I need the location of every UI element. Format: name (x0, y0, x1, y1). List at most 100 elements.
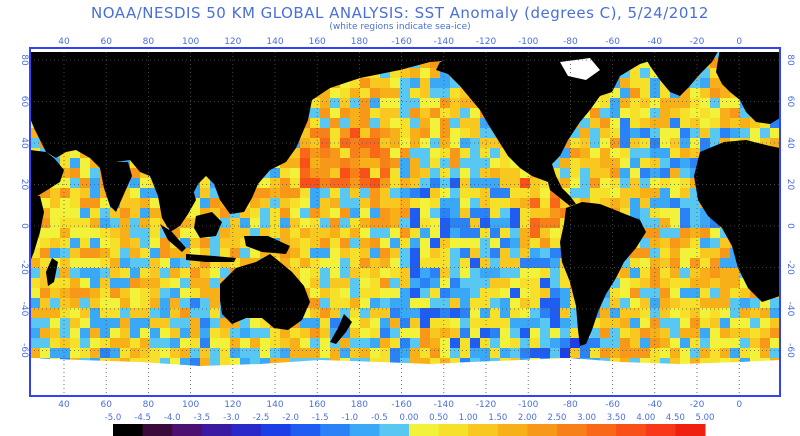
legend-label: 2.00 (518, 413, 537, 423)
legend-swatch (616, 424, 647, 436)
map-frame (29, 47, 781, 397)
lat-label-left: -60 (19, 343, 29, 358)
lat-label-right: 0 (785, 223, 795, 229)
legend-label: -3.0 (223, 413, 240, 423)
lon-label-top: 60 (100, 37, 112, 47)
legend-label: -0.5 (371, 413, 388, 423)
land-new-guinea (244, 236, 290, 254)
legend-swatch (438, 424, 469, 436)
lon-label-top: -120 (476, 37, 497, 47)
legend-swatch (290, 424, 321, 436)
land-east-africa (30, 196, 44, 262)
land-philippines (228, 190, 242, 214)
land-indochina (160, 176, 196, 232)
lon-label-bottom: -100 (518, 400, 539, 410)
ice-antarctic-shelf-left (30, 380, 330, 396)
land-australia (220, 254, 310, 330)
map-title: NOAA/NESDIS 50 KM GLOBAL ANALYSIS: SST A… (91, 4, 709, 22)
longitude-labels-top: 40 60 80 100 120 140 160 180 -160 -140 -120 -100 -80… (58, 37, 742, 47)
lon-label-bottom: -160 (391, 400, 412, 410)
legend-label: -2.5 (253, 413, 270, 423)
lon-label-bottom: 160 (309, 400, 326, 410)
land-madagascar (46, 258, 58, 286)
legend-label: 0.50 (429, 413, 448, 423)
lon-label-top: 140 (266, 37, 283, 47)
legend-swatch (261, 424, 292, 436)
lat-label-left: 80 (19, 54, 29, 66)
latitude-labels-left: 80 60 40 20 0 -20 -40 -60 (19, 54, 29, 358)
lon-label-top: -100 (518, 37, 539, 47)
legend-label: 4.00 (636, 413, 655, 423)
lon-label-top: -40 (647, 37, 662, 47)
lat-label-left: 40 (19, 137, 29, 149)
land-greenland (640, 48, 720, 96)
legend-label: -4.0 (164, 413, 181, 423)
legend-label: 1.50 (488, 413, 507, 423)
lat-label-right: 60 (785, 96, 795, 108)
lon-label-top: 0 (736, 37, 742, 47)
legend-label: -1.0 (342, 413, 359, 423)
lon-label-bottom: 80 (143, 400, 155, 410)
lat-label-left: 60 (19, 96, 29, 108)
legend-swatch (675, 424, 706, 436)
land-north-america (436, 48, 660, 182)
lon-label-bottom: 100 (182, 400, 199, 410)
lon-label-top: -80 (563, 37, 578, 47)
legend-swatch (409, 424, 440, 436)
lon-label-bottom: 180 (351, 400, 368, 410)
lon-label-top: 100 (182, 37, 199, 47)
legend-label: 4.50 (666, 413, 685, 423)
legend-swatch (172, 424, 203, 436)
land-central-america (548, 176, 576, 206)
lon-label-bottom: -120 (476, 400, 497, 410)
legend-swatch (586, 424, 617, 436)
lon-label-bottom: 120 (224, 400, 241, 410)
lon-label-top: -60 (605, 37, 620, 47)
land-british-isles (758, 96, 770, 112)
legend-label: 2.50 (548, 413, 567, 423)
legend-label: 3.00 (577, 413, 596, 423)
latitude-labels-right: 80 60 40 20 0 -20 -40 -60 (785, 54, 795, 358)
legend-label: 1.00 (459, 413, 478, 423)
lat-label-right: 20 (785, 179, 795, 191)
legend-swatch (113, 424, 144, 436)
land-new-zealand (330, 314, 352, 344)
map-subtitle: (white regions indicate sea-ice) (329, 22, 471, 32)
legend-swatch (527, 424, 558, 436)
lon-label-bottom: 40 (58, 400, 70, 410)
lat-label-left: 20 (19, 179, 29, 191)
legend-swatch (557, 424, 588, 436)
legend-swatch (379, 424, 410, 436)
legend-label: 3.50 (607, 413, 626, 423)
lat-label-right: -20 (785, 260, 795, 275)
color-legend: -5.0 -4.5 -4.0 -3.5 -3.0 -2.5 -2.0 -1.5 -1.0 -0.5… (105, 413, 714, 436)
lat-label-left: 0 (19, 223, 29, 229)
graticule (30, 48, 780, 396)
lat-label-right: 40 (785, 137, 795, 149)
legend-label: -3.5 (194, 413, 211, 423)
legend-swatch (142, 424, 173, 436)
lat-label-right: -60 (785, 343, 795, 358)
land-java (186, 254, 236, 262)
lon-label-bottom: 140 (266, 400, 283, 410)
legend-swatch (320, 424, 351, 436)
land-south-america (560, 202, 646, 346)
lon-label-top: -160 (391, 37, 412, 47)
legend-swatch (201, 424, 232, 436)
map-layer (30, 48, 780, 396)
land-borneo (194, 212, 222, 238)
land-sumatra (160, 224, 186, 252)
legend-label: -4.5 (134, 413, 151, 423)
lon-label-bottom: -140 (434, 400, 455, 410)
legend-swatch (231, 424, 262, 436)
legend-label: -2.0 (282, 413, 299, 423)
lat-label-right: -40 (785, 302, 795, 317)
lon-label-top: 80 (143, 37, 155, 47)
land-masses (30, 48, 780, 346)
legend-swatch (645, 424, 676, 436)
lon-label-top: -140 (434, 37, 455, 47)
lon-label-bottom: 60 (100, 400, 112, 410)
lat-label-right: 80 (785, 54, 795, 66)
lon-label-bottom: -40 (647, 400, 662, 410)
land-eurasia (30, 48, 480, 228)
